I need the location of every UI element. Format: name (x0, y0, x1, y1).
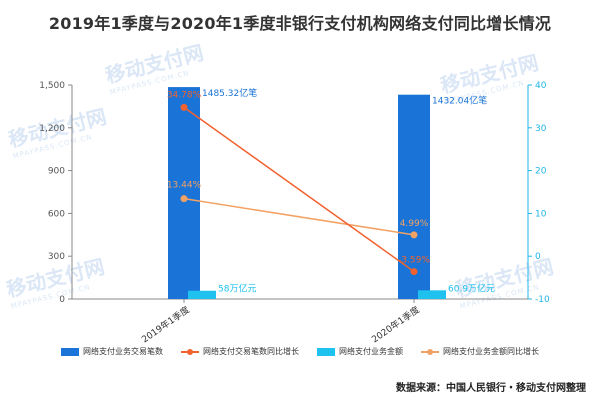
left-axis-tick-label: 300 (48, 252, 65, 262)
x-axis-tick-label: 2020年1季度 (369, 304, 421, 345)
legend-label: 网络支付业务金额同比增长 (443, 347, 539, 356)
legend-label: 网络支付业务金额 (339, 347, 403, 356)
bar-tx-count (168, 87, 200, 299)
legend-label: 网络支付业务交易笔数 (83, 347, 163, 356)
legend-item-tx-amount[interactable]: 网络支付业务金额 (317, 346, 403, 357)
legend-swatch (421, 347, 439, 357)
data-source: 数据来源：中国人民银行・移动支付网整理 (396, 383, 586, 394)
x-axis-tick-label: 2019年1季度 (139, 304, 191, 345)
legend-swatch (61, 347, 79, 356)
right-axis-tick-label: 0 (535, 252, 541, 262)
data-label-tx-amount: 58万亿元 (218, 283, 256, 295)
data-label-tx-count: 1432.04亿笔 (432, 95, 487, 107)
left-axis-tick-label: 1,200 (39, 124, 65, 134)
line-tx-count-growth (183, 106, 415, 273)
bar-tx-count (398, 94, 430, 300)
right-axis-tick-label: 40 (535, 81, 547, 91)
point-tx-count-growth (410, 268, 418, 276)
right-axis-tick-label: -10 (535, 295, 550, 305)
data-label-tx-count: 1485.32亿笔 (202, 87, 257, 99)
data-label-tx-count-growth: -3.59% (398, 256, 430, 266)
chart-title: 2019年1季度与2020年1季度非银行支付机构网络支付同比增长情况 (48, 14, 552, 33)
left-axis-tick-label: 600 (48, 209, 65, 219)
left-axis-tick-label: 0 (59, 295, 65, 305)
data-label-tx-count-growth: 34.78% (167, 90, 202, 100)
legend-item-tx-amount-growth[interactable]: 网络支付业务金额同比增长 (421, 346, 539, 357)
line-tx-amount-growth (183, 197, 415, 236)
data-label-tx-amount-growth: 13.44% (167, 181, 202, 191)
combo-chart: 0 300 600 900 1,200 1,500 -10 0 10 20 30 40 2019年1季度… (39, 81, 550, 345)
left-axis-tick-label: 1,500 (39, 81, 65, 91)
data-label-tx-amount-growth: 4.99% (400, 219, 429, 229)
right-axis-tick-label: 30 (535, 124, 547, 134)
point-tx-count-growth (180, 103, 188, 111)
right-axis-tick-label: 20 (535, 167, 547, 177)
legend-swatch (317, 347, 335, 356)
legend-item-tx-count[interactable]: 网络支付业务交易笔数 (61, 346, 163, 357)
point-tx-amount-growth (180, 195, 188, 203)
data-label-tx-amount: 60.9万亿元 (448, 282, 495, 294)
legend-swatch (181, 347, 199, 357)
legend: 网络支付业务交易笔数 网络支付交易笔数同比增长 网络支付业务金额 网络支付业务金… (0, 346, 600, 357)
legend-label: 网络支付交易笔数同比增长 (203, 347, 299, 356)
right-axis-tick-label: 10 (535, 209, 547, 219)
bar-tx-amount (188, 290, 216, 299)
point-tx-amount-growth (410, 231, 418, 239)
left-axis-tick-label: 900 (48, 167, 65, 177)
bar-tx-amount (418, 290, 446, 299)
legend-item-tx-count-growth[interactable]: 网络支付交易笔数同比增长 (181, 346, 299, 357)
